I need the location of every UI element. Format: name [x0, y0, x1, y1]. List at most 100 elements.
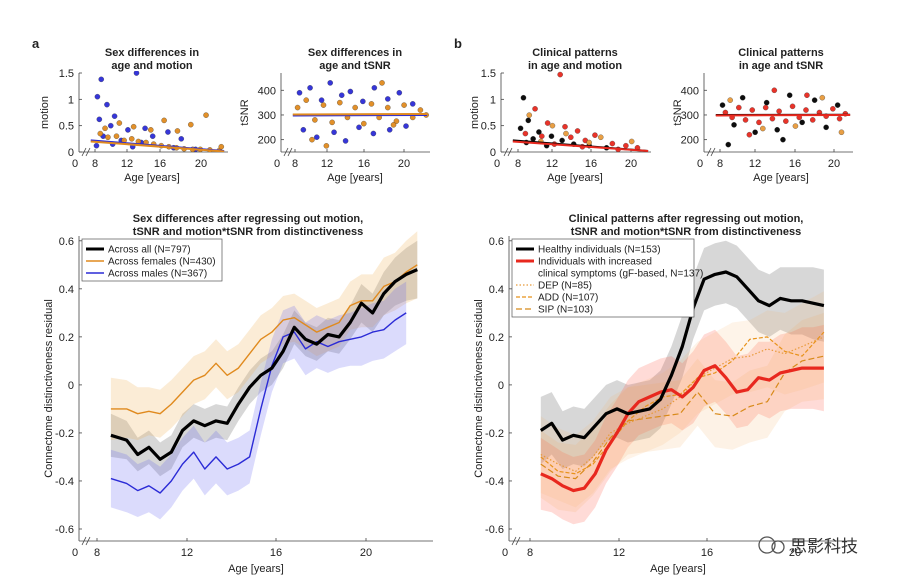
- confidence-band-females: [110, 231, 418, 441]
- scatter-point-females: [203, 112, 209, 118]
- scatter-point-healthy: [774, 127, 780, 133]
- scatter-point-dep: [563, 130, 569, 137]
- scatter-point-males: [331, 129, 337, 135]
- chart-title-line: Clinical patterns after regressing out m…: [569, 213, 804, 225]
- scatter-point-females: [128, 136, 135, 142]
- scatter-point-healthy: [799, 119, 805, 126]
- scatter-point-clinical: [746, 131, 753, 138]
- scatter-point-females: [401, 102, 407, 108]
- x-tick-label: 0: [697, 158, 703, 170]
- chart-title-line: Sex differences after regressing out mot…: [133, 213, 363, 225]
- scatter-point-males: [318, 97, 325, 103]
- scatter-point-females: [361, 120, 367, 127]
- x-tick-label: 16: [789, 158, 801, 170]
- x-tick-label: 16: [270, 547, 282, 559]
- x-tick-label: 12: [121, 158, 133, 170]
- confidence-band-dep: [540, 291, 824, 508]
- scatter-point-dep: [760, 125, 766, 132]
- scatter-point-healthy: [811, 97, 818, 103]
- scatter-point-males: [356, 124, 362, 131]
- legend-label: Across females (N=430): [108, 257, 216, 268]
- legend-label: DEP (N=85): [538, 281, 592, 292]
- y-axis-label: motion: [39, 96, 51, 129]
- scatter-point-clinical: [522, 130, 529, 137]
- scatter-point-males: [96, 116, 103, 123]
- x-tick-label: 16: [701, 547, 713, 559]
- x-tick-label: 16: [358, 158, 370, 170]
- scatter-point-females: [116, 120, 123, 126]
- scatter-point-clinical: [783, 118, 789, 124]
- legend-label: Healthy individuals (N=153): [538, 245, 661, 256]
- axis-break-mark: [81, 147, 91, 157]
- y-tick-label: -0.4: [485, 476, 504, 488]
- scatter-point-dep: [598, 134, 604, 141]
- legend: Healthy individuals (N=153)Individuals w…: [511, 238, 703, 318]
- x-tick-label: 12: [749, 158, 761, 170]
- series-line-dep: [540, 336, 825, 472]
- scatter-points: [512, 71, 649, 152]
- y-tick-label: 400: [681, 85, 699, 97]
- scatter-point-males: [104, 101, 110, 108]
- x-tick-label: 8: [94, 547, 100, 559]
- y-axis-label: tSNR: [239, 99, 251, 125]
- trend-line-females: [90, 140, 225, 152]
- x-tick-label: 0: [72, 158, 78, 170]
- y-tick-label: 0: [490, 147, 496, 159]
- scatter-point-females: [368, 101, 375, 107]
- scatter-point-males: [370, 130, 377, 137]
- scatter-points: [292, 80, 429, 149]
- scatter-point-clinical: [532, 106, 538, 112]
- scatter-point-clinical: [568, 134, 574, 141]
- scatter-point-clinical: [776, 108, 782, 115]
- scatter-point-clinical: [592, 132, 598, 138]
- y-axis-label: motion: [469, 96, 481, 129]
- x-tick-label: 0: [274, 158, 280, 170]
- x-tick-label: 20: [398, 158, 410, 170]
- scatter-point-dep: [628, 138, 635, 145]
- x-tick-label: 20: [789, 547, 801, 559]
- scatter-point-males: [360, 98, 366, 105]
- scatter-point-males: [386, 127, 393, 133]
- y-tick-label: 1.5: [59, 68, 74, 80]
- y-tick-label: 200: [258, 135, 276, 147]
- scatter-point-females: [105, 134, 111, 141]
- scatter-points: [715, 87, 851, 148]
- series-line-clinical: [540, 364, 824, 493]
- series-line-females: [110, 264, 418, 415]
- y-tick-label: 200: [681, 135, 699, 147]
- scatter-point-males: [108, 122, 114, 129]
- watermark: 思影科技: [758, 536, 858, 556]
- scatter-point-males: [142, 125, 148, 132]
- chart-title-line: in age and tSNR: [739, 60, 823, 72]
- chart-title-line: tSNR and motion*tSNR from distinctivenes…: [133, 226, 363, 238]
- y-tick-label: -0.4: [55, 476, 74, 488]
- scatter-point-males: [342, 138, 349, 144]
- scatter-point-clinical: [544, 120, 551, 126]
- legend-label: SIP (N=103): [538, 305, 593, 316]
- scatter-point-healthy: [823, 124, 829, 131]
- scatter-point-clinical: [789, 103, 796, 110]
- x-tick-label: 20: [360, 547, 372, 559]
- y-tick-label: -0.2: [55, 428, 74, 440]
- scatter-point-females: [130, 123, 137, 130]
- y-tick-label: 0.6: [489, 236, 504, 248]
- scatter-point-clinical: [762, 104, 769, 111]
- x-axis-label: Age [years]: [228, 563, 284, 575]
- scatter-point-females: [174, 128, 181, 134]
- trend-line-clinical: [512, 140, 649, 152]
- x-axis-label: Age [years]: [124, 172, 180, 184]
- x-tick-label: 20: [195, 158, 207, 170]
- y-tick-label: 0.5: [481, 121, 496, 133]
- x-tick-label: 8: [717, 158, 723, 170]
- series-line-all: [110, 268, 418, 461]
- scatter-point-healthy: [719, 102, 726, 108]
- y-tick-label: 1.5: [481, 68, 496, 80]
- y-tick-label: -0.6: [55, 524, 74, 536]
- scatter-point-females: [320, 102, 327, 108]
- scatter-point-clinical: [539, 133, 545, 139]
- legend-label: Individuals with increased: [538, 257, 652, 268]
- y-tick-label: 0.2: [59, 332, 74, 344]
